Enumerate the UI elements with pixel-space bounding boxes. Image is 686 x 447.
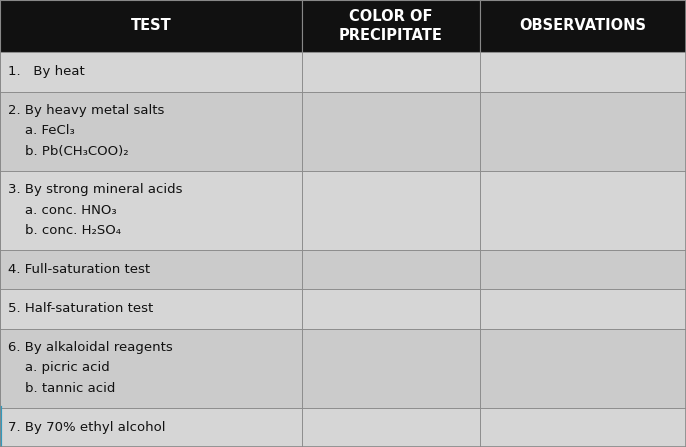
Bar <box>0 249 302 289</box>
Bar <box>0 0 302 52</box>
Text: a. conc. HNO₃: a. conc. HNO₃ <box>8 203 117 216</box>
Text: b. Pb(CH₃COO)₂: b. Pb(CH₃COO)₂ <box>8 144 129 157</box>
Text: OBSERVATIONS: OBSERVATIONS <box>519 18 647 34</box>
Bar <box>302 170 480 249</box>
Bar <box>302 52 480 92</box>
Bar <box>0 289 302 329</box>
Text: 7. By 70% ethyl alcohol: 7. By 70% ethyl alcohol <box>8 421 165 434</box>
Text: TEST: TEST <box>130 18 172 34</box>
Text: b. conc. H₂SO₄: b. conc. H₂SO₄ <box>8 224 121 236</box>
Bar <box>302 289 480 329</box>
Bar <box>480 289 686 329</box>
Bar <box>480 329 686 408</box>
Bar <box>302 92 480 170</box>
Text: a. picric acid: a. picric acid <box>8 362 110 375</box>
Bar <box>480 408 686 447</box>
Bar <box>0 408 302 447</box>
Text: a. FeCl₃: a. FeCl₃ <box>8 125 75 138</box>
Text: 2. By heavy metal salts: 2. By heavy metal salts <box>8 105 165 118</box>
Bar <box>0 170 302 249</box>
Bar <box>480 92 686 170</box>
Bar <box>480 0 686 52</box>
Bar <box>480 170 686 249</box>
Text: b. tannic acid: b. tannic acid <box>8 381 115 395</box>
Bar <box>480 52 686 92</box>
Text: 4. Full-saturation test: 4. Full-saturation test <box>8 263 150 276</box>
Text: 5. Half-saturation test: 5. Half-saturation test <box>8 302 153 315</box>
Bar <box>0 92 302 170</box>
Bar <box>480 249 686 289</box>
Bar <box>0 52 302 92</box>
Text: COLOR OF
PRECIPITATE: COLOR OF PRECIPITATE <box>339 9 443 43</box>
Bar <box>302 408 480 447</box>
Bar <box>0 329 302 408</box>
Text: 1.   By heat: 1. By heat <box>8 65 85 78</box>
Bar <box>302 0 480 52</box>
Bar <box>302 329 480 408</box>
Text: 3. By strong mineral acids: 3. By strong mineral acids <box>8 183 182 197</box>
Bar <box>302 249 480 289</box>
Text: 6. By alkaloidal reagents: 6. By alkaloidal reagents <box>8 342 173 354</box>
